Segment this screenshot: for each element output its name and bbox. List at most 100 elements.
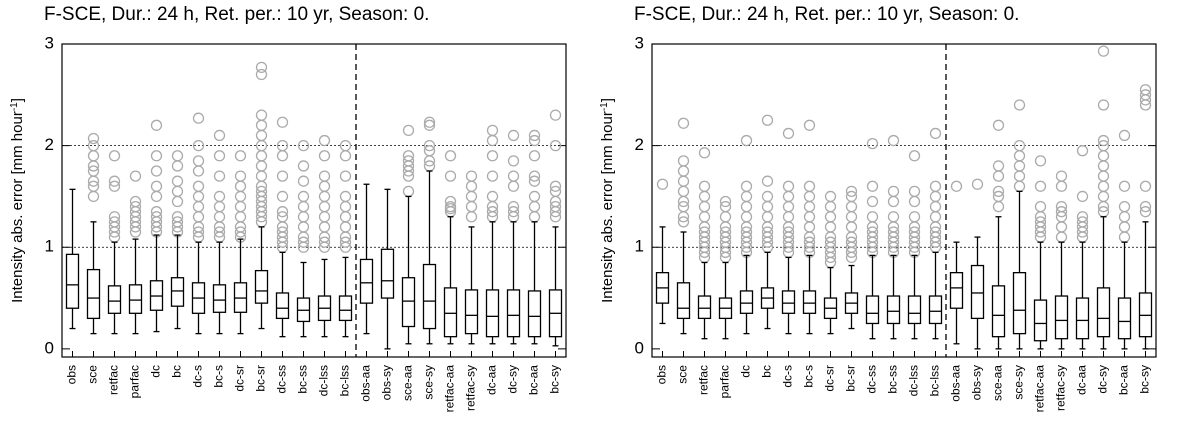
outlier [276,139,289,152]
outlier [1034,155,1047,167]
outlier [1139,89,1152,101]
outlier [761,211,774,223]
outlier [339,211,352,223]
x-tick-label: obs-sy [970,365,984,400]
outlier [192,155,205,167]
outlier [992,185,1005,198]
outlier [486,134,499,147]
box [380,248,395,299]
outlier [950,180,963,192]
outlier [1097,99,1110,111]
outlier [213,211,226,223]
outlier [297,236,310,248]
outlier [1118,221,1131,233]
outlier [1139,180,1152,192]
outlier [444,195,457,208]
x-tick-label: dc-ss [275,365,289,394]
outlier [824,211,837,223]
box [338,295,353,322]
x-tick-label: dc [739,365,753,378]
outlier [528,175,541,187]
outlier [297,160,310,172]
outlier [887,211,900,223]
outlier [528,134,541,147]
box [970,264,985,320]
x-tick-label: obs [65,365,79,384]
outlier [740,200,753,213]
outlier [150,211,163,223]
outlier [465,211,478,223]
outlier [339,190,352,203]
outlier [803,119,816,131]
outlier [908,195,921,208]
outlier [87,180,100,192]
x-tick-label: dc-lss [907,365,921,396]
box [107,285,122,314]
outlier [866,226,879,238]
outlier [108,175,121,187]
outlier [656,178,669,190]
outlier [803,180,816,192]
x-tick-label: sce-sy [1012,365,1026,400]
x-tick-label: dc-s [781,365,795,388]
y-axis-label-part: Intensity abs. error [mm hour [9,111,26,303]
outlier [1013,99,1026,111]
outlier [423,119,436,131]
outlier [234,150,247,162]
outlier [992,190,1005,203]
x-tick-label: sce-sy [422,365,436,400]
x-tick-label: bc [170,365,184,378]
outlier [1139,200,1152,213]
outlier [929,211,942,223]
outlier [108,216,121,228]
outlier [213,200,226,213]
box [485,289,500,338]
outlier [740,180,753,192]
outlier [423,116,436,128]
x-tick-label: dc-sr [823,365,837,392]
outlier [929,180,942,192]
outlier [1013,170,1026,182]
outlier [677,200,690,213]
outlier [171,175,184,187]
y-tick-label: 1 [45,237,54,256]
outlier [108,211,121,223]
outlier [698,190,711,203]
outlier [171,160,184,172]
outlier [255,170,268,182]
box [886,295,901,325]
outlier [507,170,520,182]
outlier [129,170,142,182]
outlier [1097,139,1110,152]
outlier [677,216,690,228]
outlier [255,68,268,81]
outlier [171,216,184,228]
box [359,258,374,304]
outlier [528,129,541,142]
outlier [318,221,331,233]
outlier [402,155,415,167]
x-tick-label: dc-sr [233,365,247,392]
outlier [255,129,268,142]
outlier [213,170,226,182]
outlier [213,190,226,203]
outlier [1055,206,1068,218]
outlier [1097,190,1110,203]
outlier [444,170,457,182]
outlier [150,119,163,131]
outlier [1118,180,1131,192]
outlier [192,165,205,177]
x-tick-label: sce [676,365,690,384]
x-tick-label: dc-lss [317,365,331,396]
x-tick-label: obs-sy [380,365,394,400]
outlier [1034,216,1047,228]
outlier [887,195,900,208]
outlier [318,180,331,192]
outlier [992,170,1005,182]
outlier [992,160,1005,172]
box [1054,295,1069,340]
outlier [782,180,795,192]
outlier [486,170,499,182]
outlier [866,211,879,223]
outlier [824,190,837,203]
